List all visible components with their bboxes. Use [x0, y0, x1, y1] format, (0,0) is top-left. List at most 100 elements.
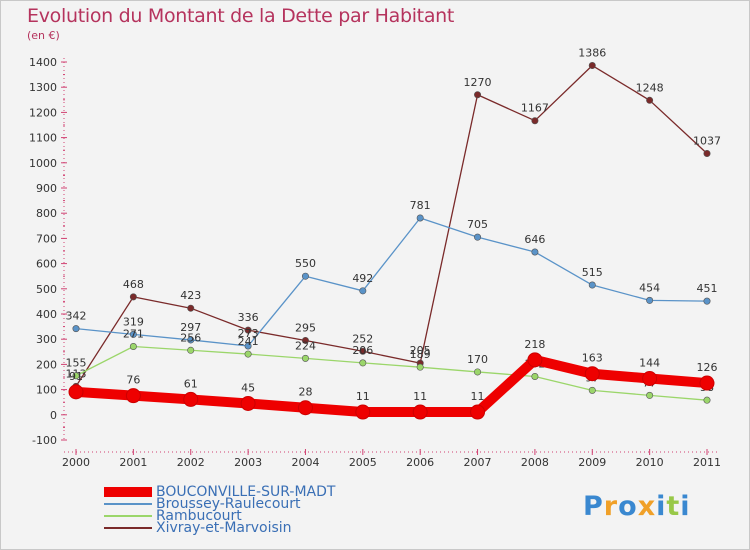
data-point [129, 293, 137, 301]
data-label: 297 [180, 321, 201, 334]
legend-item: BOUCONVILLE-SUR-MADT [104, 483, 336, 500]
data-point [244, 326, 252, 334]
data-point [68, 384, 84, 400]
data-point [584, 366, 600, 382]
data-point [474, 368, 482, 376]
data-label: 319 [123, 315, 144, 328]
x-tick-label: 2010 [636, 456, 664, 469]
data-point [531, 117, 539, 125]
data-label: 1037 [693, 134, 721, 147]
data-point [129, 330, 137, 338]
data-label: 1270 [464, 76, 492, 89]
logo-letter: r [603, 491, 619, 522]
data-label: 451 [697, 282, 718, 295]
data-label: 11 [356, 390, 370, 403]
data-label: 492 [352, 272, 373, 285]
data-point [646, 96, 654, 104]
legend-swatch [104, 515, 152, 517]
data-label: 781 [410, 199, 431, 212]
y-tick-label: 500 [36, 283, 57, 296]
data-label: 11 [471, 390, 485, 403]
x-tick-label: 2011 [693, 456, 721, 469]
y-tick-label: 900 [36, 182, 57, 195]
legend-label: Xivray-et-Marvoisin [156, 519, 292, 536]
data-point [72, 325, 80, 333]
chart-legend: BOUCONVILLE-SUR-MADT Broussey-Raulecourt R… [104, 483, 336, 536]
logo-letter: t [666, 491, 681, 522]
data-label: 273 [238, 327, 259, 340]
data-point [474, 233, 482, 241]
data-point [703, 297, 711, 305]
y-tick-label: 1000 [29, 157, 57, 170]
data-label: 91 [69, 370, 83, 383]
data-point [412, 404, 428, 420]
legend-item: Broussey-Raulecourt [104, 497, 335, 511]
data-label: 155 [66, 357, 87, 370]
data-point [416, 363, 424, 371]
y-tick-label: 700 [36, 232, 57, 245]
y-tick-label: 0 [50, 409, 57, 422]
data-label: 218 [524, 338, 545, 351]
data-point [359, 347, 367, 355]
data-point [301, 354, 309, 362]
data-point [359, 359, 367, 367]
data-point [129, 343, 137, 351]
data-point [297, 400, 313, 416]
data-label: 45 [241, 381, 255, 394]
data-point [359, 287, 367, 295]
legend-label: BOUCONVILLE-SUR-MADT [156, 483, 336, 500]
data-label: 126 [697, 361, 718, 374]
y-tick-label: 300 [36, 333, 57, 346]
data-label: 468 [123, 278, 144, 291]
data-label: 205 [410, 344, 431, 357]
y-tick-label: -100 [32, 434, 57, 447]
data-label: 1386 [578, 47, 606, 60]
y-tick-label: 800 [36, 207, 57, 220]
data-label: 646 [524, 233, 545, 246]
data-point [240, 395, 256, 411]
y-tick-label: 400 [36, 308, 57, 321]
logo-letter: P [583, 491, 604, 522]
proxiti-logo: Proxiti [583, 491, 691, 522]
data-point [187, 336, 195, 344]
y-tick-label: 1300 [29, 81, 57, 94]
data-label: 256 [180, 331, 201, 344]
data-label: 550 [295, 257, 316, 270]
legend-swatch [104, 487, 152, 497]
y-tick-label: 600 [36, 258, 57, 271]
data-label: 1248 [636, 81, 664, 94]
legend-label: Rambucourt [156, 507, 242, 524]
logo-letter: o [618, 491, 638, 522]
series-line-broussey-raulecourt [75, 217, 708, 347]
y-tick-label: 200 [36, 358, 57, 371]
data-label: 515 [582, 266, 603, 279]
logo-letter: i [656, 491, 667, 522]
legend-item: Rambucourt [104, 507, 335, 524]
x-tick-label: 2008 [521, 456, 549, 469]
data-point [187, 346, 195, 354]
y-tick-label: 1400 [29, 56, 57, 69]
data-point [187, 304, 195, 312]
x-tick-label: 2000 [62, 456, 90, 469]
x-tick-label: 2007 [464, 456, 492, 469]
data-label: 423 [180, 289, 201, 302]
data-label: 224 [295, 339, 316, 352]
data-label: 170 [467, 353, 488, 366]
data-point [703, 149, 711, 157]
data-point [125, 388, 141, 404]
x-tick-label: 2002 [177, 456, 205, 469]
y-tick-label: 1200 [29, 106, 57, 119]
legend-swatch [104, 527, 152, 529]
data-label: 241 [238, 335, 259, 348]
data-label: 189 [410, 348, 431, 361]
data-label: 206 [352, 344, 373, 357]
data-label: 1167 [521, 102, 549, 115]
data-point [588, 386, 596, 394]
series-line-xivray-et-marvoisin [75, 64, 708, 387]
data-point [416, 214, 424, 222]
data-point [527, 352, 543, 368]
data-point [244, 350, 252, 358]
series-line-rambucourt [75, 345, 708, 401]
x-tick-label: 2009 [578, 456, 606, 469]
